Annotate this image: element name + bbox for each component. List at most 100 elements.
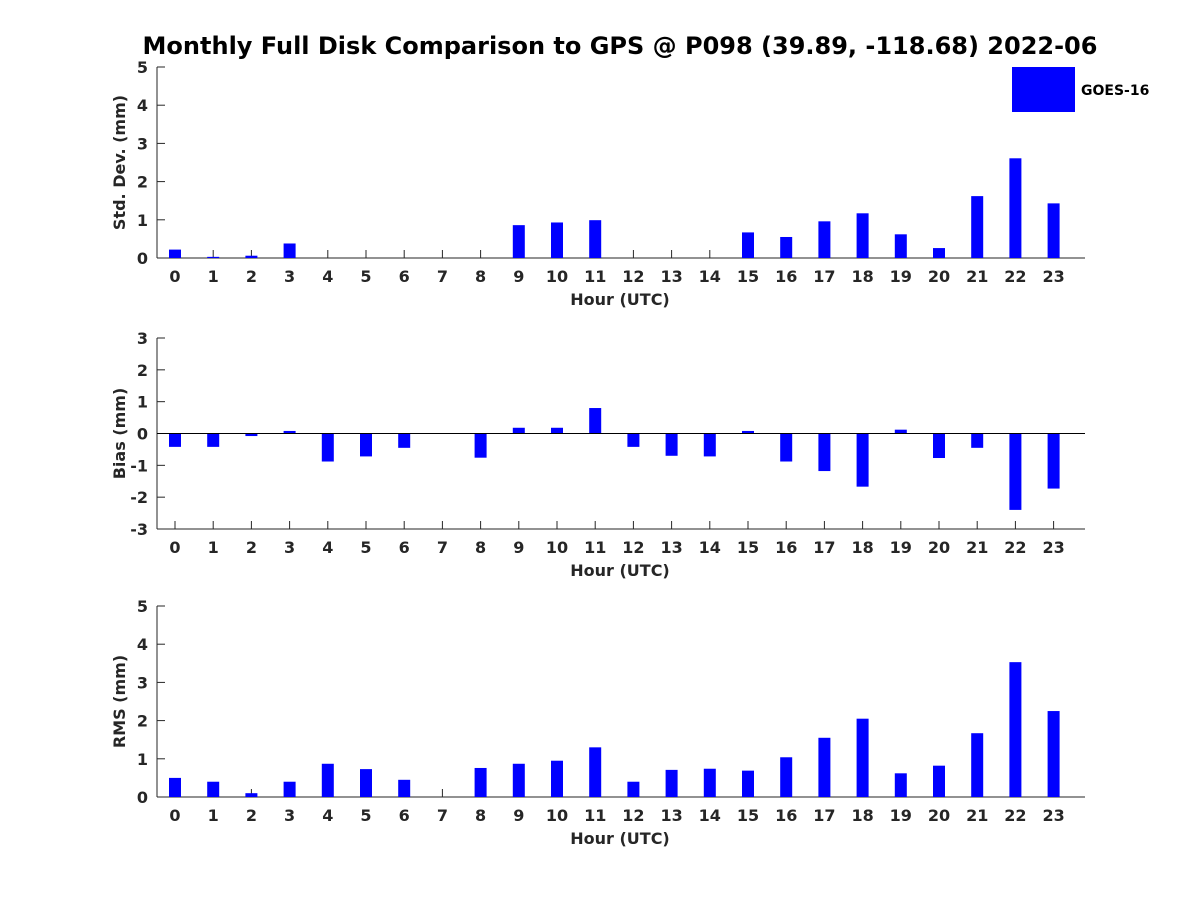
x-tick-label: 14 — [699, 267, 721, 286]
x-tick-label: 12 — [622, 267, 644, 286]
x-tick-label: 23 — [1042, 267, 1064, 286]
x-tick-label: 8 — [475, 538, 486, 557]
x-tick-label: 6 — [399, 538, 410, 557]
bar — [818, 221, 831, 258]
bar — [169, 433, 181, 447]
x-tick-label: 15 — [737, 806, 759, 825]
x-tick-label: 18 — [851, 806, 873, 825]
x-tick-label: 20 — [928, 538, 950, 557]
x-tick-label: 17 — [813, 538, 835, 557]
x-tick-label: 14 — [699, 538, 721, 557]
bar — [933, 765, 945, 797]
y-axis-label: RMS (mm) — [110, 655, 129, 748]
x-tick-label: 12 — [622, 538, 644, 557]
x-tick-label: 2 — [246, 538, 257, 557]
x-tick-label: 21 — [966, 538, 988, 557]
x-tick-label: 20 — [928, 267, 950, 286]
x-tick-label: 22 — [1004, 538, 1026, 557]
bar — [589, 220, 602, 258]
y-tick-label: 2 — [137, 361, 148, 380]
bar — [169, 249, 181, 258]
bar — [398, 779, 411, 797]
bar — [283, 781, 296, 797]
x-axis-label: Hour (UTC) — [570, 290, 670, 309]
x-tick-label: 1 — [208, 538, 219, 557]
x-tick-label: 3 — [284, 538, 295, 557]
legend-swatch — [1012, 67, 1075, 112]
y-tick-label: 1 — [137, 211, 148, 230]
y-tick-label: 5 — [137, 597, 148, 616]
x-tick-label: 9 — [513, 538, 524, 557]
x-tick-label: 17 — [813, 267, 835, 286]
bar — [551, 760, 563, 797]
bar — [933, 433, 945, 459]
bar — [665, 433, 678, 456]
y-tick-label: 2 — [137, 173, 148, 192]
bar — [971, 733, 984, 797]
bar — [780, 757, 793, 797]
x-axis-label: Hour (UTC) — [570, 561, 670, 580]
figure-title: Monthly Full Disk Comparison to GPS @ P0… — [143, 32, 1098, 60]
bar — [894, 773, 907, 797]
bar — [321, 763, 334, 797]
bar — [1009, 158, 1022, 258]
x-tick-label: 11 — [584, 538, 606, 557]
bar — [360, 433, 372, 457]
bar — [971, 433, 984, 448]
x-tick-label: 4 — [322, 538, 333, 557]
x-tick-label: 18 — [851, 538, 873, 557]
x-tick-label: 6 — [399, 806, 410, 825]
x-tick-label: 7 — [437, 806, 448, 825]
bar — [207, 433, 220, 447]
bar — [474, 767, 487, 797]
x-tick-label: 19 — [890, 267, 912, 286]
y-tick-label: 2 — [137, 712, 148, 731]
y-tick-label: -2 — [130, 488, 148, 507]
x-tick-label: 5 — [360, 267, 371, 286]
bar — [589, 747, 602, 797]
x-tick-label: 14 — [699, 806, 721, 825]
x-tick-label: 23 — [1042, 806, 1064, 825]
bar — [703, 433, 716, 457]
y-tick-label: 5 — [137, 58, 148, 77]
y-axis-label: Std. Dev. (mm) — [110, 95, 129, 230]
x-tick-label: 17 — [813, 806, 835, 825]
y-tick-label: 3 — [137, 673, 148, 692]
bar — [589, 408, 602, 434]
x-tick-label: 9 — [513, 267, 524, 286]
y-axis-label: Bias (mm) — [110, 388, 129, 480]
bar — [512, 427, 525, 434]
x-tick-label: 13 — [660, 806, 682, 825]
bar — [971, 196, 984, 258]
x-tick-label: 11 — [584, 267, 606, 286]
legend: GOES-16 — [1012, 67, 1149, 112]
bar — [627, 781, 640, 797]
x-tick-label: 10 — [546, 538, 568, 557]
x-tick-label: 11 — [584, 806, 606, 825]
bar — [512, 225, 525, 258]
y-tick-label: 1 — [137, 750, 148, 769]
bar — [627, 433, 640, 447]
y-tick-label: 3 — [137, 134, 148, 153]
x-tick-label: 13 — [660, 538, 682, 557]
x-tick-label: 6 — [399, 267, 410, 286]
y-tick-label: 0 — [137, 788, 148, 807]
x-tick-label: 1 — [208, 267, 219, 286]
bar — [1047, 711, 1060, 797]
x-tick-label: 2 — [246, 267, 257, 286]
x-axis-label: Hour (UTC) — [570, 829, 670, 848]
y-tick-label: 1 — [137, 393, 148, 412]
x-tick-label: 9 — [513, 806, 524, 825]
x-tick-label: 13 — [660, 267, 682, 286]
bar — [894, 429, 907, 434]
bar — [665, 769, 678, 797]
x-tick-label: 18 — [851, 267, 873, 286]
x-tick-label: 16 — [775, 538, 797, 557]
bar — [856, 718, 869, 797]
x-tick-label: 8 — [475, 267, 486, 286]
bar — [283, 430, 296, 434]
bar — [1009, 662, 1022, 797]
